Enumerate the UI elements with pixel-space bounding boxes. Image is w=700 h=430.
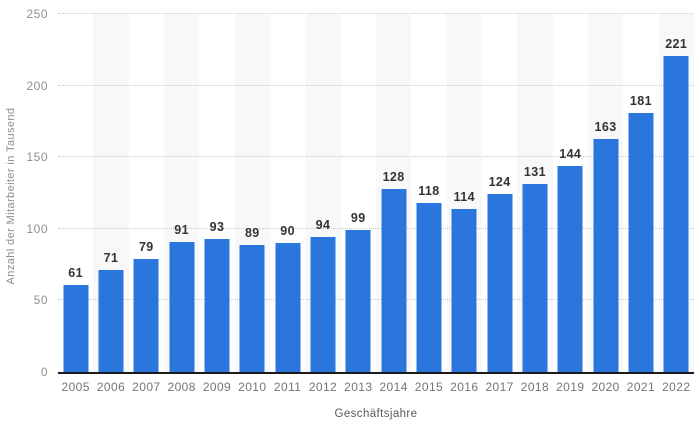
bar-2010 <box>239 244 265 372</box>
bar-value-label: 91 <box>174 222 189 237</box>
bar-value-label: 90 <box>280 224 295 239</box>
x-tick-label: 2013 <box>344 380 373 394</box>
bar-column-2021: 181 <box>623 14 658 372</box>
x-tick-label: 2009 <box>202 380 232 394</box>
bar-value-label: 79 <box>138 239 154 254</box>
bar-column-2011: 90 <box>270 14 305 372</box>
bar-value-label: 124 <box>488 175 511 190</box>
x-tick-label: 2018 <box>520 380 550 394</box>
bar-column-2007: 79 <box>129 14 164 372</box>
x-tick-label: 2014 <box>379 380 408 394</box>
bar-2022 <box>663 55 689 372</box>
bar-2005 <box>63 284 89 372</box>
bar-value-label: 181 <box>629 93 652 108</box>
bar-2008 <box>169 241 195 372</box>
x-tick-label: 2007 <box>132 380 161 394</box>
bar-2006 <box>98 270 124 372</box>
bar-column-2017: 124 <box>482 14 517 372</box>
bar-value-label: 71 <box>103 251 119 266</box>
y-tick-label: 0 <box>40 365 48 379</box>
x-tick-label: 2006 <box>96 380 126 394</box>
y-tick-label: 200 <box>26 78 48 93</box>
y-tick-label: 250 <box>26 7 48 21</box>
bar-value-label: 93 <box>209 219 225 234</box>
bar-2020 <box>593 138 619 372</box>
bar-2019 <box>557 165 583 372</box>
bar-column-2008: 91 <box>163 14 200 372</box>
x-tick-label: 2017 <box>485 380 514 394</box>
bar-value-label: 131 <box>523 165 546 180</box>
y-tick-label: 100 <box>26 221 48 236</box>
x-tick-label: 2022 <box>662 380 691 394</box>
bar-value-label: 99 <box>350 211 366 226</box>
y-tick-label: 50 <box>33 293 48 308</box>
bar-value-label: 144 <box>559 146 582 161</box>
x-tick-label: 2016 <box>450 380 479 394</box>
gridline-150 <box>58 156 694 158</box>
bar-column-2014: 128 <box>375 14 412 372</box>
bar-2015 <box>416 203 442 372</box>
bar-value-label: 118 <box>418 184 440 199</box>
bar-value-label: 163 <box>594 119 617 134</box>
gridline-100 <box>58 227 694 229</box>
plot-area: 61 71 79 91 93 89 90 94 99 128 118 114 124 131 144 163 1… <box>58 13 694 374</box>
bar-2014 <box>381 188 407 372</box>
bar-2021 <box>628 112 654 372</box>
bar-2016 <box>451 208 477 372</box>
x-tick-label: 2005 <box>61 380 90 394</box>
gridline-250 <box>58 13 694 14</box>
bar-column-2020: 163 <box>587 14 624 372</box>
bar-value-label: 221 <box>665 36 688 51</box>
bar-column-2005: 61 <box>58 14 93 372</box>
bar-column-2009: 93 <box>199 14 234 372</box>
bar-value-label: 61 <box>68 265 84 280</box>
bar-value-label: 89 <box>244 225 260 240</box>
bar-2013 <box>345 230 371 372</box>
bar-column-2018: 131 <box>517 14 553 372</box>
bar-column-2019: 144 <box>553 14 588 372</box>
x-tick-label: 2012 <box>308 380 338 394</box>
bar-column-2022: 221 <box>658 14 694 372</box>
x-tick-label: 2010 <box>238 380 267 394</box>
bar-2017 <box>487 194 513 372</box>
bar-value-label: 114 <box>453 189 475 204</box>
bar-column-2015: 118 <box>411 14 446 372</box>
x-tick-label: 2020 <box>591 380 620 394</box>
bar-value-label: 94 <box>315 218 331 233</box>
y-tick-label: 150 <box>26 150 48 165</box>
y-axis-tick-labels: 0 50 100 150 200 250 <box>0 7 48 379</box>
x-tick-label: 2021 <box>626 380 656 394</box>
bar-2012 <box>310 237 336 372</box>
bar-2011 <box>275 243 301 372</box>
bar-value-label: 128 <box>382 169 405 184</box>
gridline-200 <box>58 84 694 86</box>
bar-2018 <box>522 184 548 372</box>
bar-column-2013: 99 <box>341 14 376 372</box>
x-tick-label: 2015 <box>414 380 444 394</box>
bar-column-2012: 94 <box>305 14 341 372</box>
bar-column-2016: 114 <box>446 14 482 372</box>
x-tick-label: 2011 <box>273 380 302 394</box>
bar-column-2006: 71 <box>93 14 129 372</box>
bar-column-2010: 89 <box>234 14 270 372</box>
gridline-50 <box>58 299 694 301</box>
bar-2007 <box>133 258 159 372</box>
x-tick-label: 2019 <box>556 380 585 394</box>
bar-2009 <box>204 238 230 372</box>
x-axis-title: Geschäftsjahre <box>334 408 418 420</box>
x-axis-tick-labels: 2005 2006 2007 2008 2009 2010 2011 2012 2013 2014… <box>58 380 694 394</box>
bar-columns: 61 71 79 91 93 89 90 94 99 128 118 114 124 131 144 163 1… <box>58 14 694 372</box>
x-tick-label: 2008 <box>167 380 196 394</box>
